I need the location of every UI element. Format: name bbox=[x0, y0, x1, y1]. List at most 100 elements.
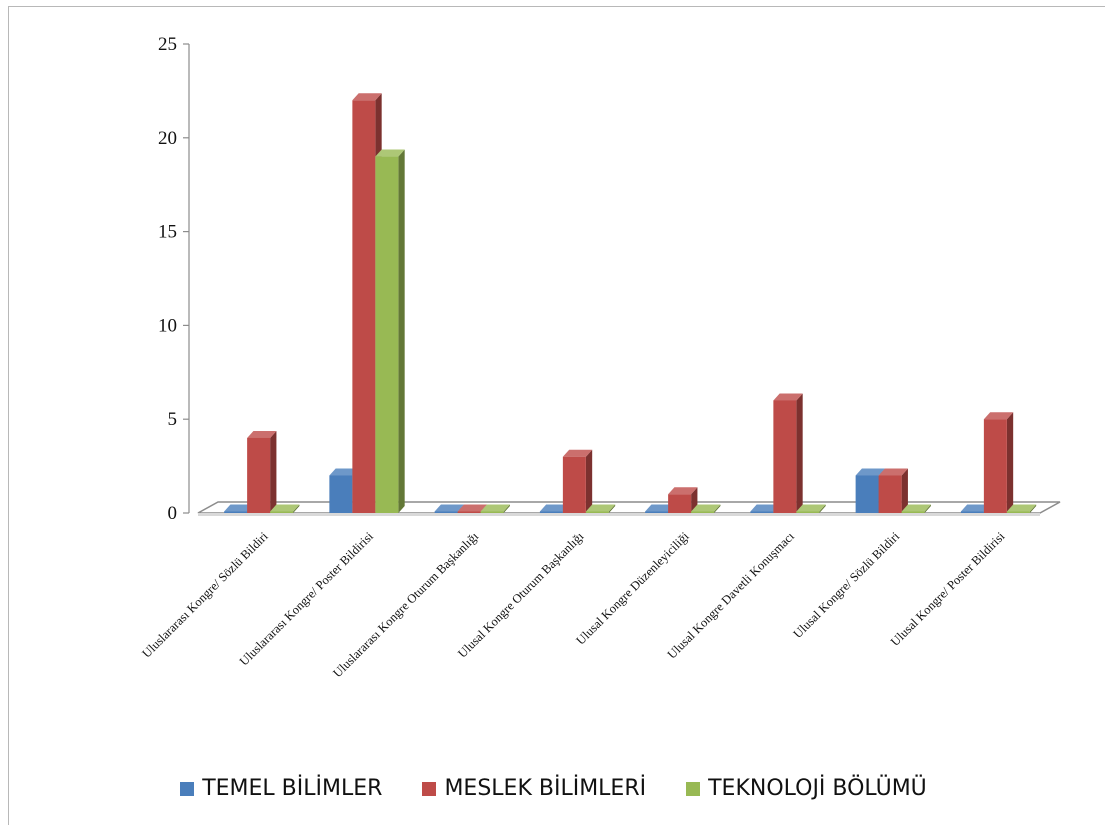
bar-top bbox=[224, 504, 254, 512]
bar-top bbox=[691, 504, 721, 512]
bar bbox=[1006, 504, 1037, 513]
legend-item-temel: TEMEL BİLİMLER bbox=[180, 776, 382, 801]
bar-side bbox=[608, 504, 616, 513]
bar bbox=[562, 449, 593, 513]
x-category-label: Ulusal Kongre Oturum Başkanlığı bbox=[455, 529, 587, 661]
x-category-label: Ulusal Kongre Davetli Konuşmacı bbox=[665, 529, 798, 662]
chart-legend: TEMEL BİLİMLER MESLEK BİLİMLERİ TEKNOLOJ… bbox=[0, 776, 1107, 801]
legend-item-teknoloji: TEKNOLOJİ BÖLÜMÜ bbox=[686, 776, 927, 801]
bar-top bbox=[352, 93, 382, 101]
bar-front bbox=[224, 511, 248, 513]
bar-top bbox=[480, 504, 510, 512]
bar-front bbox=[457, 511, 481, 513]
bar-side bbox=[1029, 504, 1037, 513]
y-tick-label: 25 bbox=[158, 34, 177, 55]
bar-top bbox=[375, 149, 405, 157]
bar bbox=[901, 504, 931, 513]
bar-side bbox=[714, 504, 721, 513]
bar-front bbox=[352, 100, 376, 513]
bar-front bbox=[855, 475, 879, 513]
bar-top bbox=[539, 504, 570, 512]
legend-label-temel: TEMEL BİLİMLER bbox=[202, 776, 383, 801]
bar-front bbox=[434, 511, 458, 513]
legend-swatch-temel bbox=[180, 781, 195, 796]
bar-top bbox=[750, 504, 780, 512]
bar-side bbox=[398, 149, 405, 513]
bar-side bbox=[1006, 412, 1014, 513]
bar-top bbox=[457, 504, 487, 512]
bar bbox=[270, 504, 300, 513]
bar-front bbox=[270, 511, 294, 513]
bar-front bbox=[901, 511, 925, 513]
legend-label-teknoloji: TEKNOLOJİ BÖLÜMÜ bbox=[708, 776, 927, 801]
bar bbox=[585, 504, 616, 513]
x-category-label: Uluslararası Kongre/ Sözlü Bildiri bbox=[139, 529, 271, 661]
chart-frame bbox=[8, 6, 1105, 825]
chart-plot: 0 5 10 15 20 25 Uluslararası Kongre/ Sözlü Bil… bbox=[139, 34, 1061, 680]
y-tick-label: 0 bbox=[168, 503, 178, 524]
y-tick-label: 20 bbox=[158, 128, 177, 149]
bar bbox=[773, 393, 803, 513]
bar-side bbox=[293, 504, 300, 513]
bar bbox=[878, 468, 908, 513]
bar-front bbox=[1006, 511, 1030, 513]
bar-front bbox=[562, 456, 586, 513]
bar-front bbox=[691, 511, 715, 513]
bar-front bbox=[329, 475, 353, 513]
bar-side bbox=[270, 430, 277, 513]
bar-top bbox=[270, 504, 300, 512]
bar bbox=[375, 149, 405, 513]
legend-label-meslek: MESLEK BİLİMLERİ bbox=[444, 776, 647, 801]
legend-swatch-meslek bbox=[422, 781, 437, 796]
bar-top bbox=[983, 412, 1014, 420]
bar-front bbox=[773, 400, 797, 513]
bar bbox=[480, 504, 510, 513]
bar-top bbox=[855, 468, 885, 476]
bar-side bbox=[924, 504, 931, 513]
bar-top bbox=[645, 504, 675, 512]
bar bbox=[691, 504, 721, 513]
legend-swatch-teknoloji bbox=[686, 781, 701, 796]
bar-front bbox=[539, 511, 563, 513]
bar-top bbox=[773, 393, 803, 401]
y-tick-label: 15 bbox=[158, 222, 177, 243]
x-category-label: Ulusal Kongre/ Sözlü Bildiri bbox=[790, 529, 902, 641]
bar-top bbox=[668, 487, 698, 495]
chart-floor bbox=[197, 501, 1061, 514]
y-tick-label: 10 bbox=[158, 315, 177, 336]
legend-item-meslek: MESLEK BİLİMLERİ bbox=[422, 776, 646, 801]
bar bbox=[983, 412, 1014, 513]
bar-front bbox=[983, 419, 1007, 513]
bar bbox=[668, 487, 698, 513]
x-category-label: Ulusal Kongre Düzenleyiciliği bbox=[573, 529, 692, 648]
bar-top bbox=[878, 468, 908, 476]
bar-top bbox=[562, 449, 593, 457]
bar-top bbox=[329, 468, 359, 476]
bar-top bbox=[585, 504, 616, 512]
bar-side bbox=[585, 449, 593, 513]
y-tick-label: 5 bbox=[168, 409, 178, 430]
bar-top bbox=[901, 504, 931, 512]
bar bbox=[796, 504, 826, 513]
bar-front bbox=[878, 475, 902, 513]
bar-front bbox=[480, 511, 504, 513]
x-category-label: Ulusal Kongre/ Poster Bildirisi bbox=[888, 529, 1008, 649]
bar-front bbox=[645, 511, 669, 513]
bar-top bbox=[434, 504, 464, 512]
bar-front bbox=[375, 156, 399, 513]
bar-side bbox=[901, 468, 908, 513]
bar-front bbox=[750, 511, 774, 513]
bar-front bbox=[796, 511, 820, 513]
bar-top bbox=[1006, 504, 1037, 512]
bar-side bbox=[503, 504, 510, 513]
bar-side bbox=[796, 393, 803, 513]
bar-side bbox=[819, 504, 826, 513]
bar-top bbox=[796, 504, 826, 512]
bar-front bbox=[960, 511, 984, 513]
bar-front bbox=[585, 511, 609, 513]
bar-top bbox=[247, 430, 277, 438]
bar bbox=[247, 430, 277, 513]
chart-floor-edge bbox=[198, 513, 1040, 516]
bar-top bbox=[960, 504, 991, 512]
bar-front bbox=[668, 494, 692, 513]
